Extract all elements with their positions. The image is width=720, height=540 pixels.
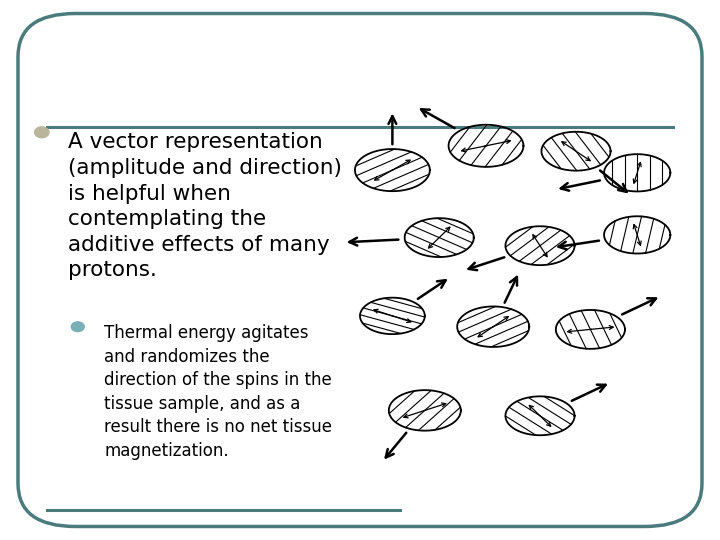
Circle shape xyxy=(71,322,84,332)
Text: Thermal energy agitates
and randomizes the
direction of the spins in the
tissue : Thermal energy agitates and randomizes t… xyxy=(104,324,333,460)
Text: A vector representation
(amplitude and direction)
is helpful when
contemplating : A vector representation (amplitude and d… xyxy=(68,132,342,280)
Circle shape xyxy=(35,127,49,138)
FancyBboxPatch shape xyxy=(18,14,702,526)
